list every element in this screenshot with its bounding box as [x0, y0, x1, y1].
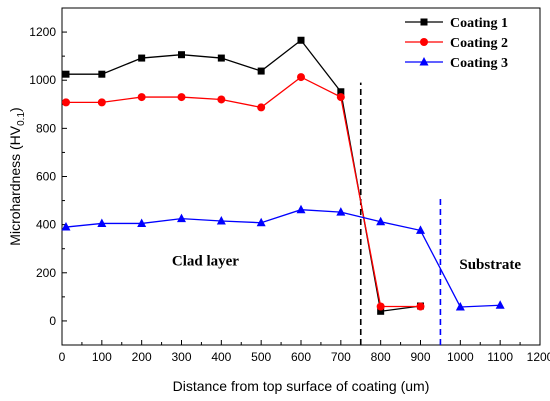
data-point: [178, 51, 185, 59]
data-point: [337, 88, 345, 96]
data-point: [98, 70, 106, 78]
y-tick-label: 1200: [29, 25, 56, 39]
data-point: [137, 93, 146, 102]
data-point: [336, 207, 346, 216]
data-point: [297, 36, 305, 44]
data-point: [376, 302, 385, 311]
y-axis: 0 200 400 600 800 1000 1200: [29, 25, 67, 328]
data-point: [137, 218, 147, 227]
data-point: [495, 300, 505, 309]
x-tick-label: 300: [171, 350, 191, 364]
x-axis-title: Distance from top surface of coating (um…: [173, 378, 430, 394]
legend-label: Coating 2: [450, 36, 508, 51]
data-point: [216, 216, 226, 225]
data-point: [257, 67, 265, 75]
y-tick-label: 800: [36, 121, 56, 135]
y-axis-title-sub: 0.1: [16, 112, 27, 126]
legend-label: Coating 1: [450, 16, 508, 31]
data-point: [97, 218, 107, 227]
data-point: [419, 57, 429, 66]
data-point: [97, 98, 106, 107]
y-axis-title-main: Microhardness (HV: [7, 125, 23, 245]
x-tick-label: 400: [211, 350, 231, 364]
data-point: [420, 18, 428, 26]
x-tick-label: 900: [410, 350, 430, 364]
data-point: [376, 216, 386, 226]
y-tick-label: 400: [36, 218, 56, 232]
y-axis-title-close: ): [7, 107, 23, 112]
y-tick-label: 1000: [29, 73, 56, 87]
x-tick-label: 800: [371, 350, 391, 364]
y-tick-label: 0: [49, 314, 56, 328]
data-point: [177, 93, 186, 102]
reference-lines: [359, 82, 442, 345]
data-point: [217, 95, 226, 104]
data-point: [377, 307, 385, 315]
data-point: [336, 93, 345, 102]
data-point: [257, 103, 266, 112]
annotations: Clad layer Substrate: [172, 254, 522, 274]
data-point: [297, 73, 305, 82]
data-point: [217, 54, 225, 62]
y-axis-title: Microhardness (HV0.1): [7, 107, 27, 245]
data-point: [416, 225, 425, 234]
data-point: [420, 38, 428, 46]
data-point: [416, 302, 425, 311]
series-line: [65, 209, 501, 308]
data-point: [61, 98, 70, 107]
x-tick-label: 500: [251, 350, 271, 364]
x-tick-label: 600: [291, 350, 311, 364]
y-tick-label: 600: [36, 170, 56, 184]
series-line: [65, 76, 421, 308]
annotation-label: Substrate: [459, 257, 521, 273]
series-markers: [61, 36, 505, 315]
legend-label: Coating 3: [450, 56, 508, 71]
legend: Coating 1 Coating 2 Coating 3: [405, 16, 508, 71]
x-axis: 0 100 200 300 400 500 600 700 800 900 1000 1100 1200: [59, 340, 550, 364]
data-point: [296, 204, 306, 214]
x-tick-label: 1000: [447, 350, 474, 364]
x-tick-label: 200: [132, 350, 152, 364]
x-tick-label: 1100: [487, 350, 513, 364]
data-point: [62, 70, 70, 78]
data-point: [455, 301, 465, 311]
data-point: [138, 54, 146, 62]
x-tick-label: 0: [59, 350, 66, 364]
y-tick-label: 200: [36, 266, 56, 280]
x-tick-label: 1200: [527, 350, 550, 364]
series-lines: [65, 39, 501, 313]
x-tick-label: 100: [92, 350, 112, 364]
data-point: [256, 217, 266, 227]
series-line: [65, 39, 421, 313]
x-tick-label: 700: [331, 350, 351, 364]
annotation-label: Clad layer: [172, 254, 239, 270]
data-point: [61, 222, 71, 231]
data-point: [177, 213, 186, 223]
